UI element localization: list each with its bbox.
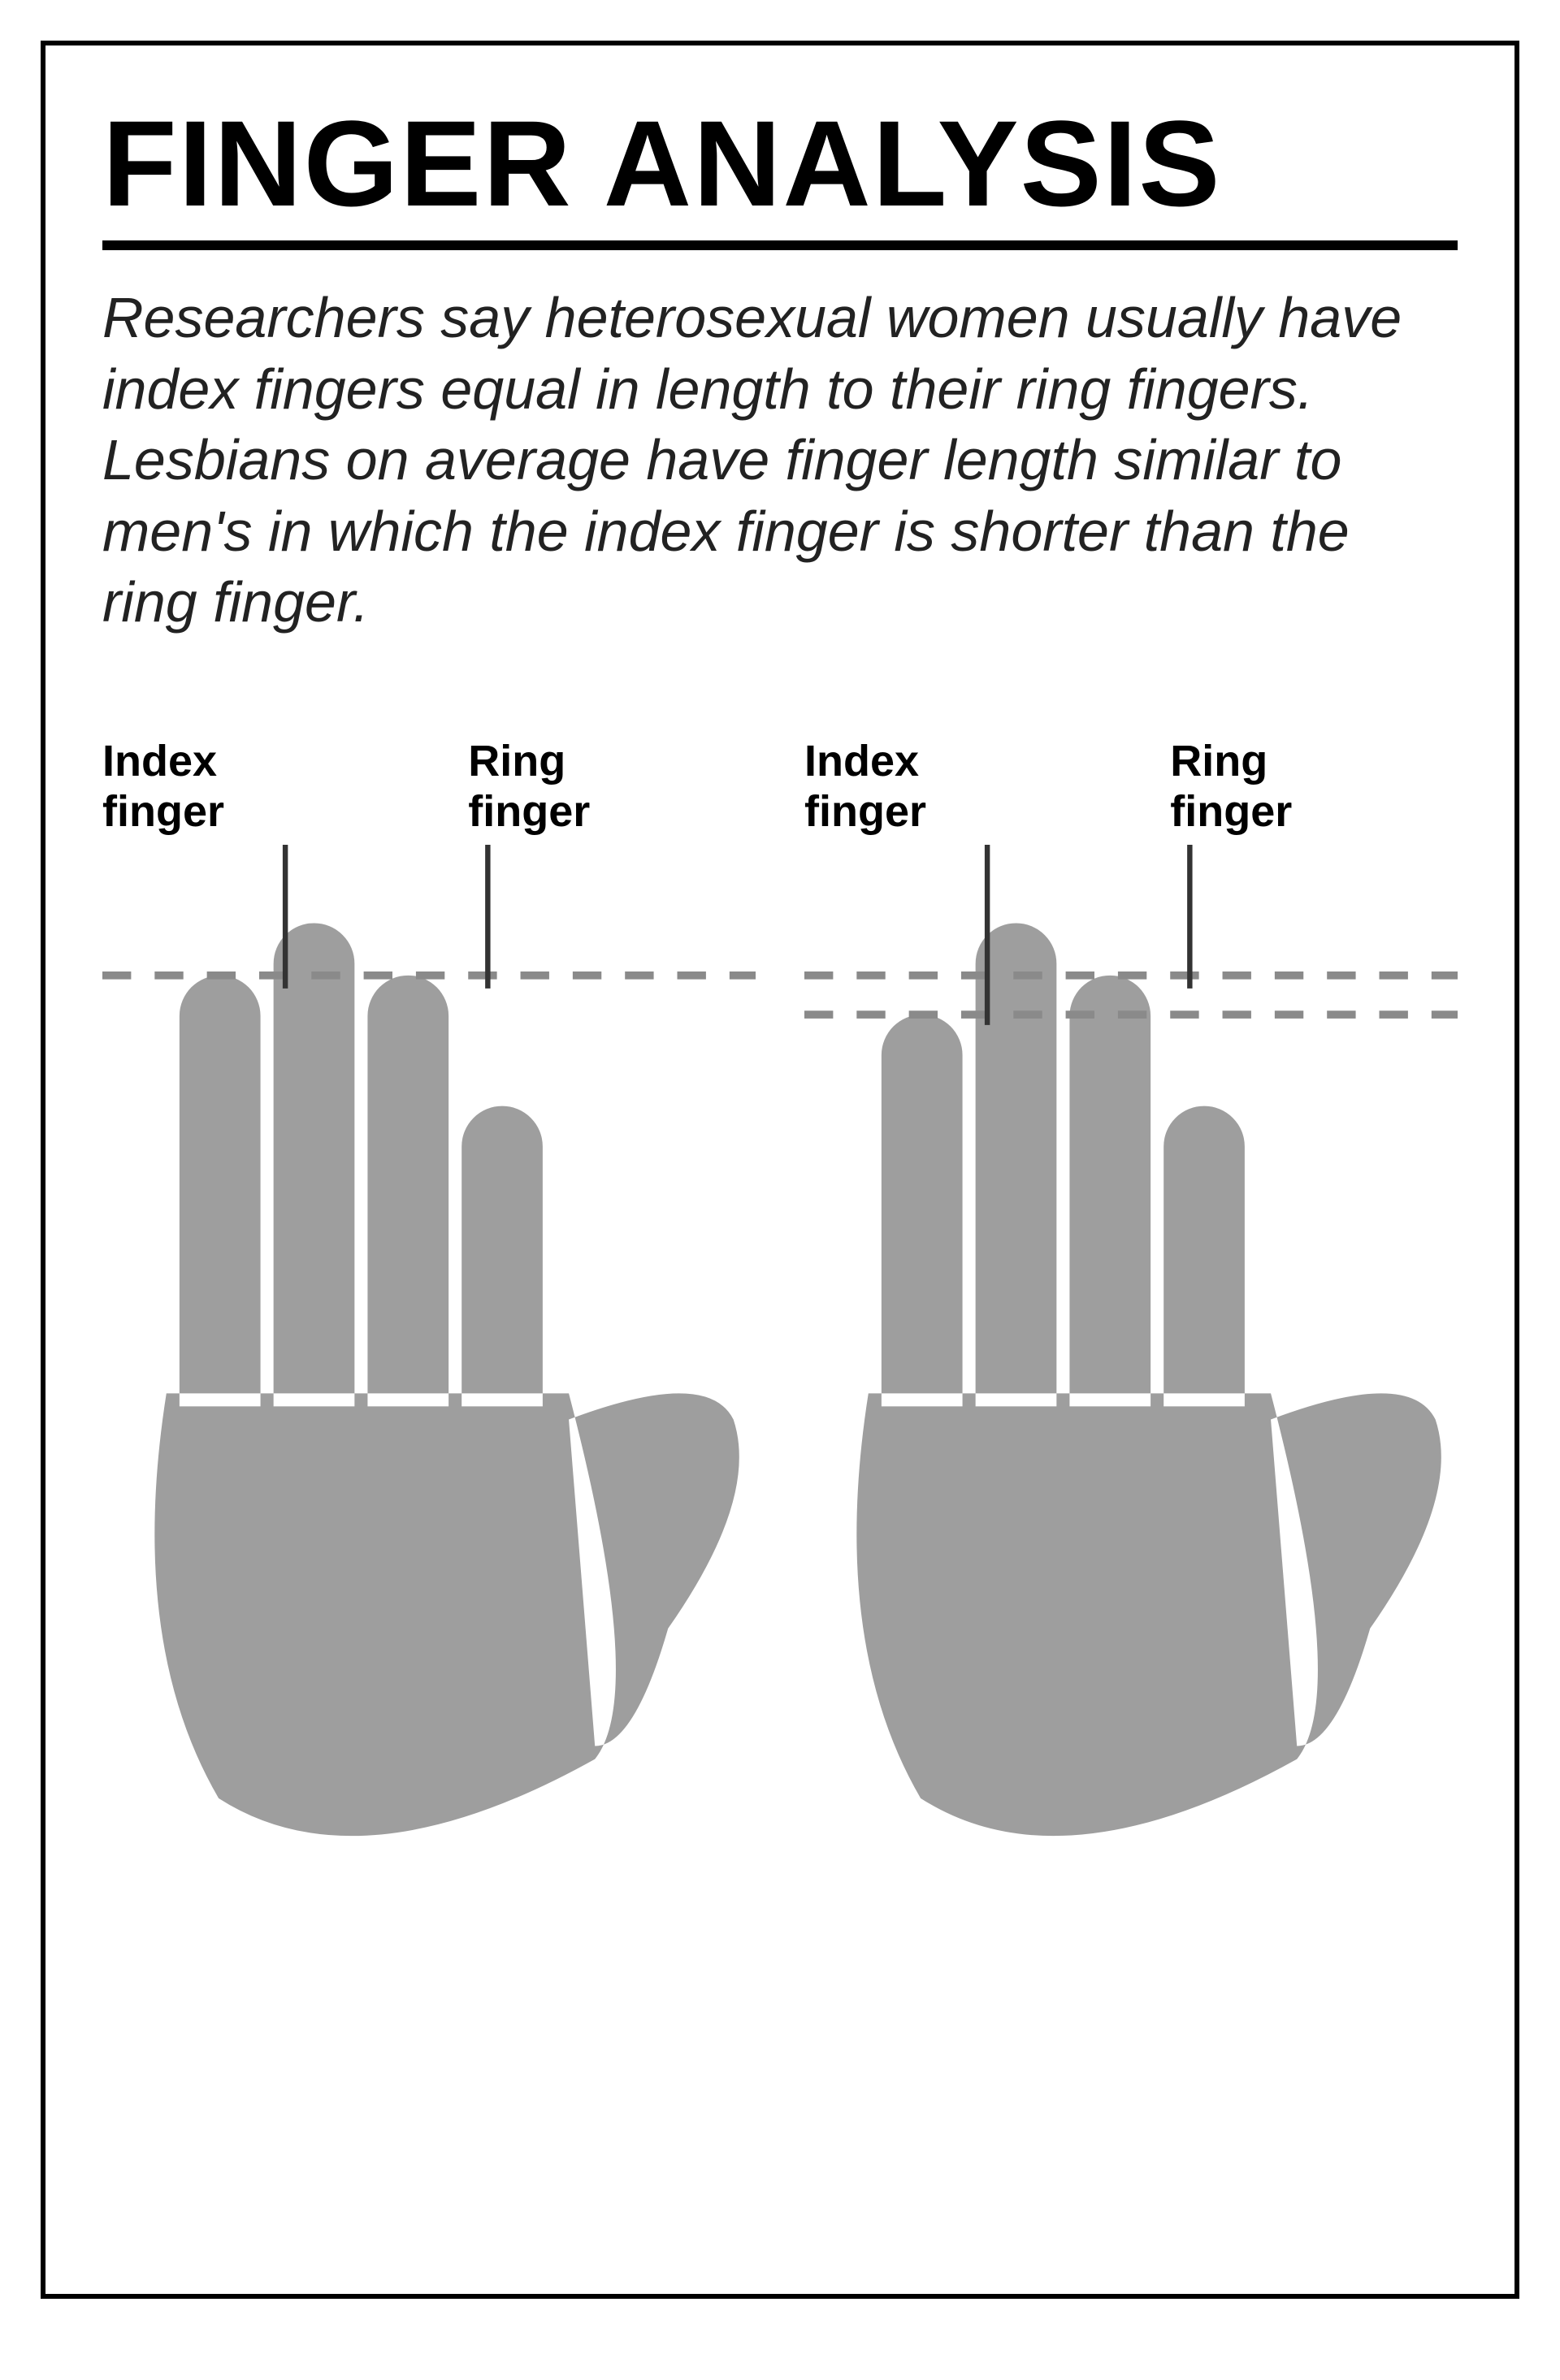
- label-line1: Index: [102, 737, 217, 785]
- label-line1: Ring: [1170, 737, 1268, 785]
- infographic-frame: FINGER ANALYSIS Researchers say heterose…: [41, 41, 1519, 2299]
- label-line1: Ring: [468, 737, 566, 785]
- finger-labels-right: Index finger Ring finger: [804, 736, 1458, 837]
- hand-column-left: Index finger Ring finger: [102, 736, 756, 1890]
- label-line2: finger: [1170, 787, 1292, 836]
- finger-labels-left: Index finger Ring finger: [102, 736, 756, 837]
- label-line1: Index: [804, 737, 919, 785]
- index-finger-label: Index finger: [804, 736, 1092, 837]
- title: FINGER ANALYSIS: [102, 102, 1458, 224]
- title-rule: [102, 240, 1458, 250]
- hand-wrap-left: [102, 845, 756, 1889]
- label-line2: finger: [468, 787, 590, 836]
- hand-icon: [804, 845, 1458, 1889]
- ring-finger-label: Ring finger: [390, 736, 756, 837]
- hand-wrap-right: [804, 845, 1458, 1889]
- label-line2: finger: [102, 787, 224, 836]
- index-finger-label: Index finger: [102, 736, 390, 837]
- label-line2: finger: [804, 787, 926, 836]
- ring-finger-label: Ring finger: [1092, 736, 1458, 837]
- hand-icon: [102, 845, 756, 1889]
- lede-paragraph: Researchers say heterosexual women usual…: [102, 283, 1458, 638]
- hands-row: Index finger Ring finger Index finger: [102, 736, 1458, 1890]
- hand-column-right: Index finger Ring finger: [804, 736, 1458, 1890]
